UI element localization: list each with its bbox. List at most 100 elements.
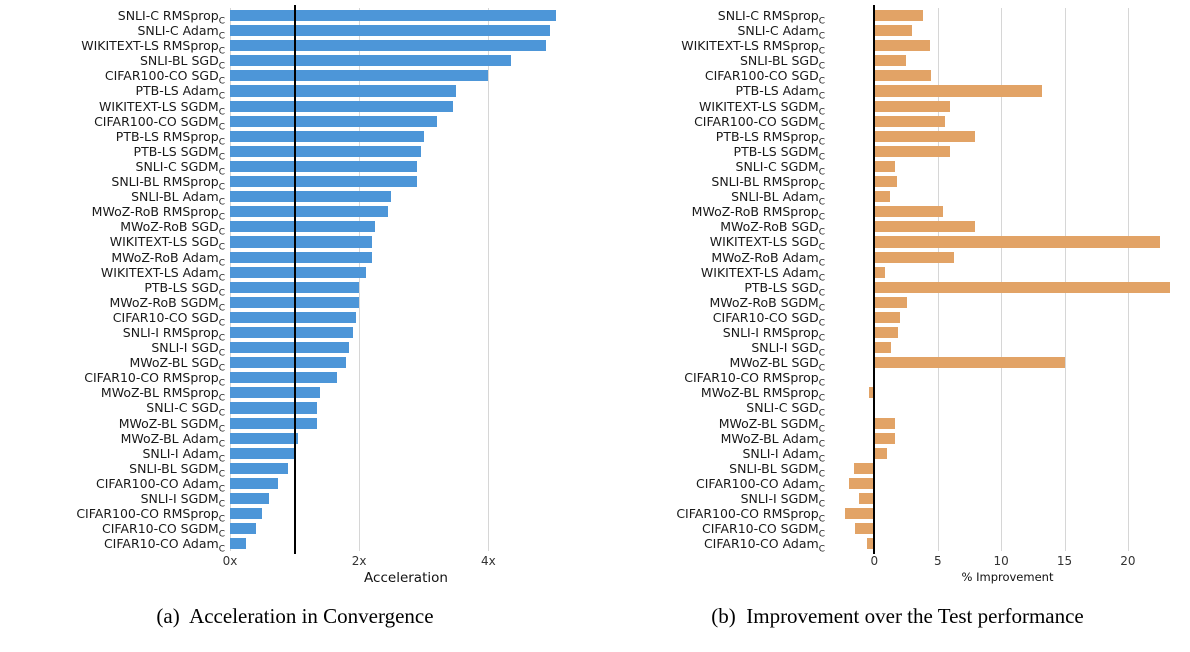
chart-row: CIFAR10-CO RMSpropC	[610, 370, 1185, 389]
bar-track	[830, 114, 1185, 129]
category-label: CIFAR100-CO SGDC	[704, 68, 825, 87]
chart-row: WIKITEXT-LS SGDC	[610, 234, 1185, 253]
category-label: MWoZ-BL SGDMC	[718, 415, 825, 435]
bar-track	[230, 325, 582, 340]
bar	[874, 70, 932, 82]
category-label: WIKITEXT-LS RMSpropC	[81, 38, 225, 57]
chart-row: SNLI-I AdamC	[8, 446, 582, 464]
bar	[859, 493, 875, 505]
bar	[230, 447, 295, 459]
category-label: WIKITEXT-LS AdamC	[700, 264, 825, 284]
category-label: MWoZ-RoB SGDC	[720, 219, 825, 238]
category-label: MWoZ-RoB SGDMC	[709, 294, 825, 314]
chart-row: SNLI-C SGDMC	[8, 158, 582, 178]
chart-row: SNLI-I SGDC	[8, 340, 582, 359]
chart-row: SNLI-I AdamC	[610, 445, 1185, 465]
caption-b: (b) Improvement over the Test performanc…	[711, 604, 1084, 629]
bar-track	[230, 129, 582, 144]
chart-row: SNLI-BL RMSpropC	[8, 174, 582, 193]
chart-row: SNLI-BL AdamC	[610, 189, 1185, 208]
chart-row: PTB-LS SGDC	[8, 279, 582, 299]
chart-row: SNLI-C SGDMC	[610, 159, 1185, 177]
bar-track	[230, 280, 582, 295]
category-label: WIKITEXT-LS SGDC	[709, 234, 825, 253]
category-label: MWoZ-RoB SGDC	[120, 219, 225, 238]
chart-row: PTB-LS SGDMC	[8, 144, 582, 162]
bar	[230, 342, 350, 354]
bar	[874, 25, 913, 37]
chart-row: SNLI-C RMSpropC	[8, 8, 582, 27]
bar	[874, 130, 975, 142]
improvement-chart: SNLI-C RMSpropC SNLI-C AdamC WIKITEXT-LS R…	[610, 5, 1185, 586]
chart-row: WIKITEXT-LS SGDMC	[8, 98, 582, 118]
bar	[230, 523, 256, 535]
gridline	[230, 8, 231, 552]
charts-row: SNLI-C RMSpropC SNLI-C AdamC WIKITEXT-LS R…	[8, 5, 1190, 586]
gridline	[1064, 8, 1066, 552]
chart-row: SNLI-I RMSpropC	[610, 324, 1185, 344]
chart-row: CIFAR10-CO SGDMC	[8, 521, 582, 540]
x-tick-label: 0x	[222, 554, 238, 569]
category-label: MWoZ-BL RMSpropC	[100, 385, 225, 404]
category-label: SNLI-C SGDMC	[135, 158, 225, 178]
chart-row: CIFAR10-CO AdamC	[8, 536, 582, 555]
bar-track	[830, 385, 1185, 400]
chart-row: PTB-LS AdamC	[8, 83, 582, 102]
category-label: MWoZ-RoB RMSpropC	[691, 204, 825, 223]
category-label: PTB-LS SGDC	[144, 279, 225, 299]
chart-row: CIFAR100-CO RMSpropC	[610, 506, 1185, 525]
bar	[230, 462, 289, 474]
category-label: PTB-LS AdamC	[135, 83, 225, 102]
bar-track	[230, 400, 582, 415]
bar	[230, 372, 337, 384]
chart-row: CIFAR100-CO AdamC	[8, 476, 582, 494]
bar-track	[830, 416, 1185, 431]
chart-row: MWoZ-BL SGDC	[610, 355, 1185, 374]
bar-track	[230, 68, 582, 83]
bar-track	[830, 204, 1185, 219]
bar	[874, 311, 900, 323]
category-label: MWoZ-RoB AdamC	[111, 249, 225, 269]
gridline	[1001, 8, 1003, 552]
bar	[230, 477, 279, 489]
chart-row: WIKITEXT-LS SGDC	[8, 234, 582, 253]
bar-track	[830, 99, 1185, 114]
category-label: CIFAR100-CO AdamC	[695, 475, 825, 495]
improvement-plot-area: SNLI-C RMSpropC SNLI-C AdamC WIKITEXT-LS R…	[610, 5, 1185, 555]
category-label: SNLI-I AdamC	[742, 445, 825, 465]
bar	[855, 523, 875, 535]
category-label: PTB-LS AdamC	[735, 83, 825, 102]
category-label: SNLI-I RMSpropC	[722, 324, 825, 344]
bar-track	[230, 23, 582, 38]
bar	[874, 176, 898, 188]
bar-track	[230, 431, 582, 446]
category-label: PTB-LS SGDC	[744, 279, 825, 299]
category-label: MWoZ-BL SGDC	[729, 355, 825, 374]
bar-track	[830, 491, 1185, 506]
bar-track	[230, 189, 582, 204]
category-label: WIKITEXT-LS SGDMC	[98, 98, 225, 118]
category-label: CIFAR10-CO SGDC	[712, 309, 825, 329]
bar	[230, 251, 373, 263]
gridline	[937, 8, 939, 552]
acceleration-chart: SNLI-C RMSpropC SNLI-C AdamC WIKITEXT-LS R…	[8, 5, 582, 586]
bar	[874, 206, 943, 218]
gridlines	[230, 8, 582, 552]
category-label: CIFAR10-CO SGDMC	[702, 521, 825, 540]
category-label: CIFAR10-CO RMSpropC	[684, 370, 825, 389]
category-label: WIKITEXT-LS SGDC	[109, 234, 225, 253]
bar	[874, 357, 1065, 369]
category-label: SNLI-BL SGDC	[139, 53, 225, 72]
chart-row: SNLI-C SGDC	[8, 400, 582, 419]
bar-track	[230, 99, 582, 114]
chart-row: CIFAR100-CO RMSpropC	[8, 506, 582, 525]
category-label: MWoZ-BL SGDC	[129, 355, 225, 374]
bar-track	[830, 265, 1185, 280]
bar-track	[830, 536, 1185, 551]
bar-track	[830, 370, 1185, 385]
category-label: WIKITEXT-LS SGDMC	[698, 98, 825, 118]
chart-row: MWoZ-RoB RMSpropC	[8, 204, 582, 223]
bar	[230, 266, 366, 278]
chart-row: PTB-LS SGDMC	[610, 144, 1185, 162]
category-label: SNLI-C AdamC	[737, 23, 825, 42]
